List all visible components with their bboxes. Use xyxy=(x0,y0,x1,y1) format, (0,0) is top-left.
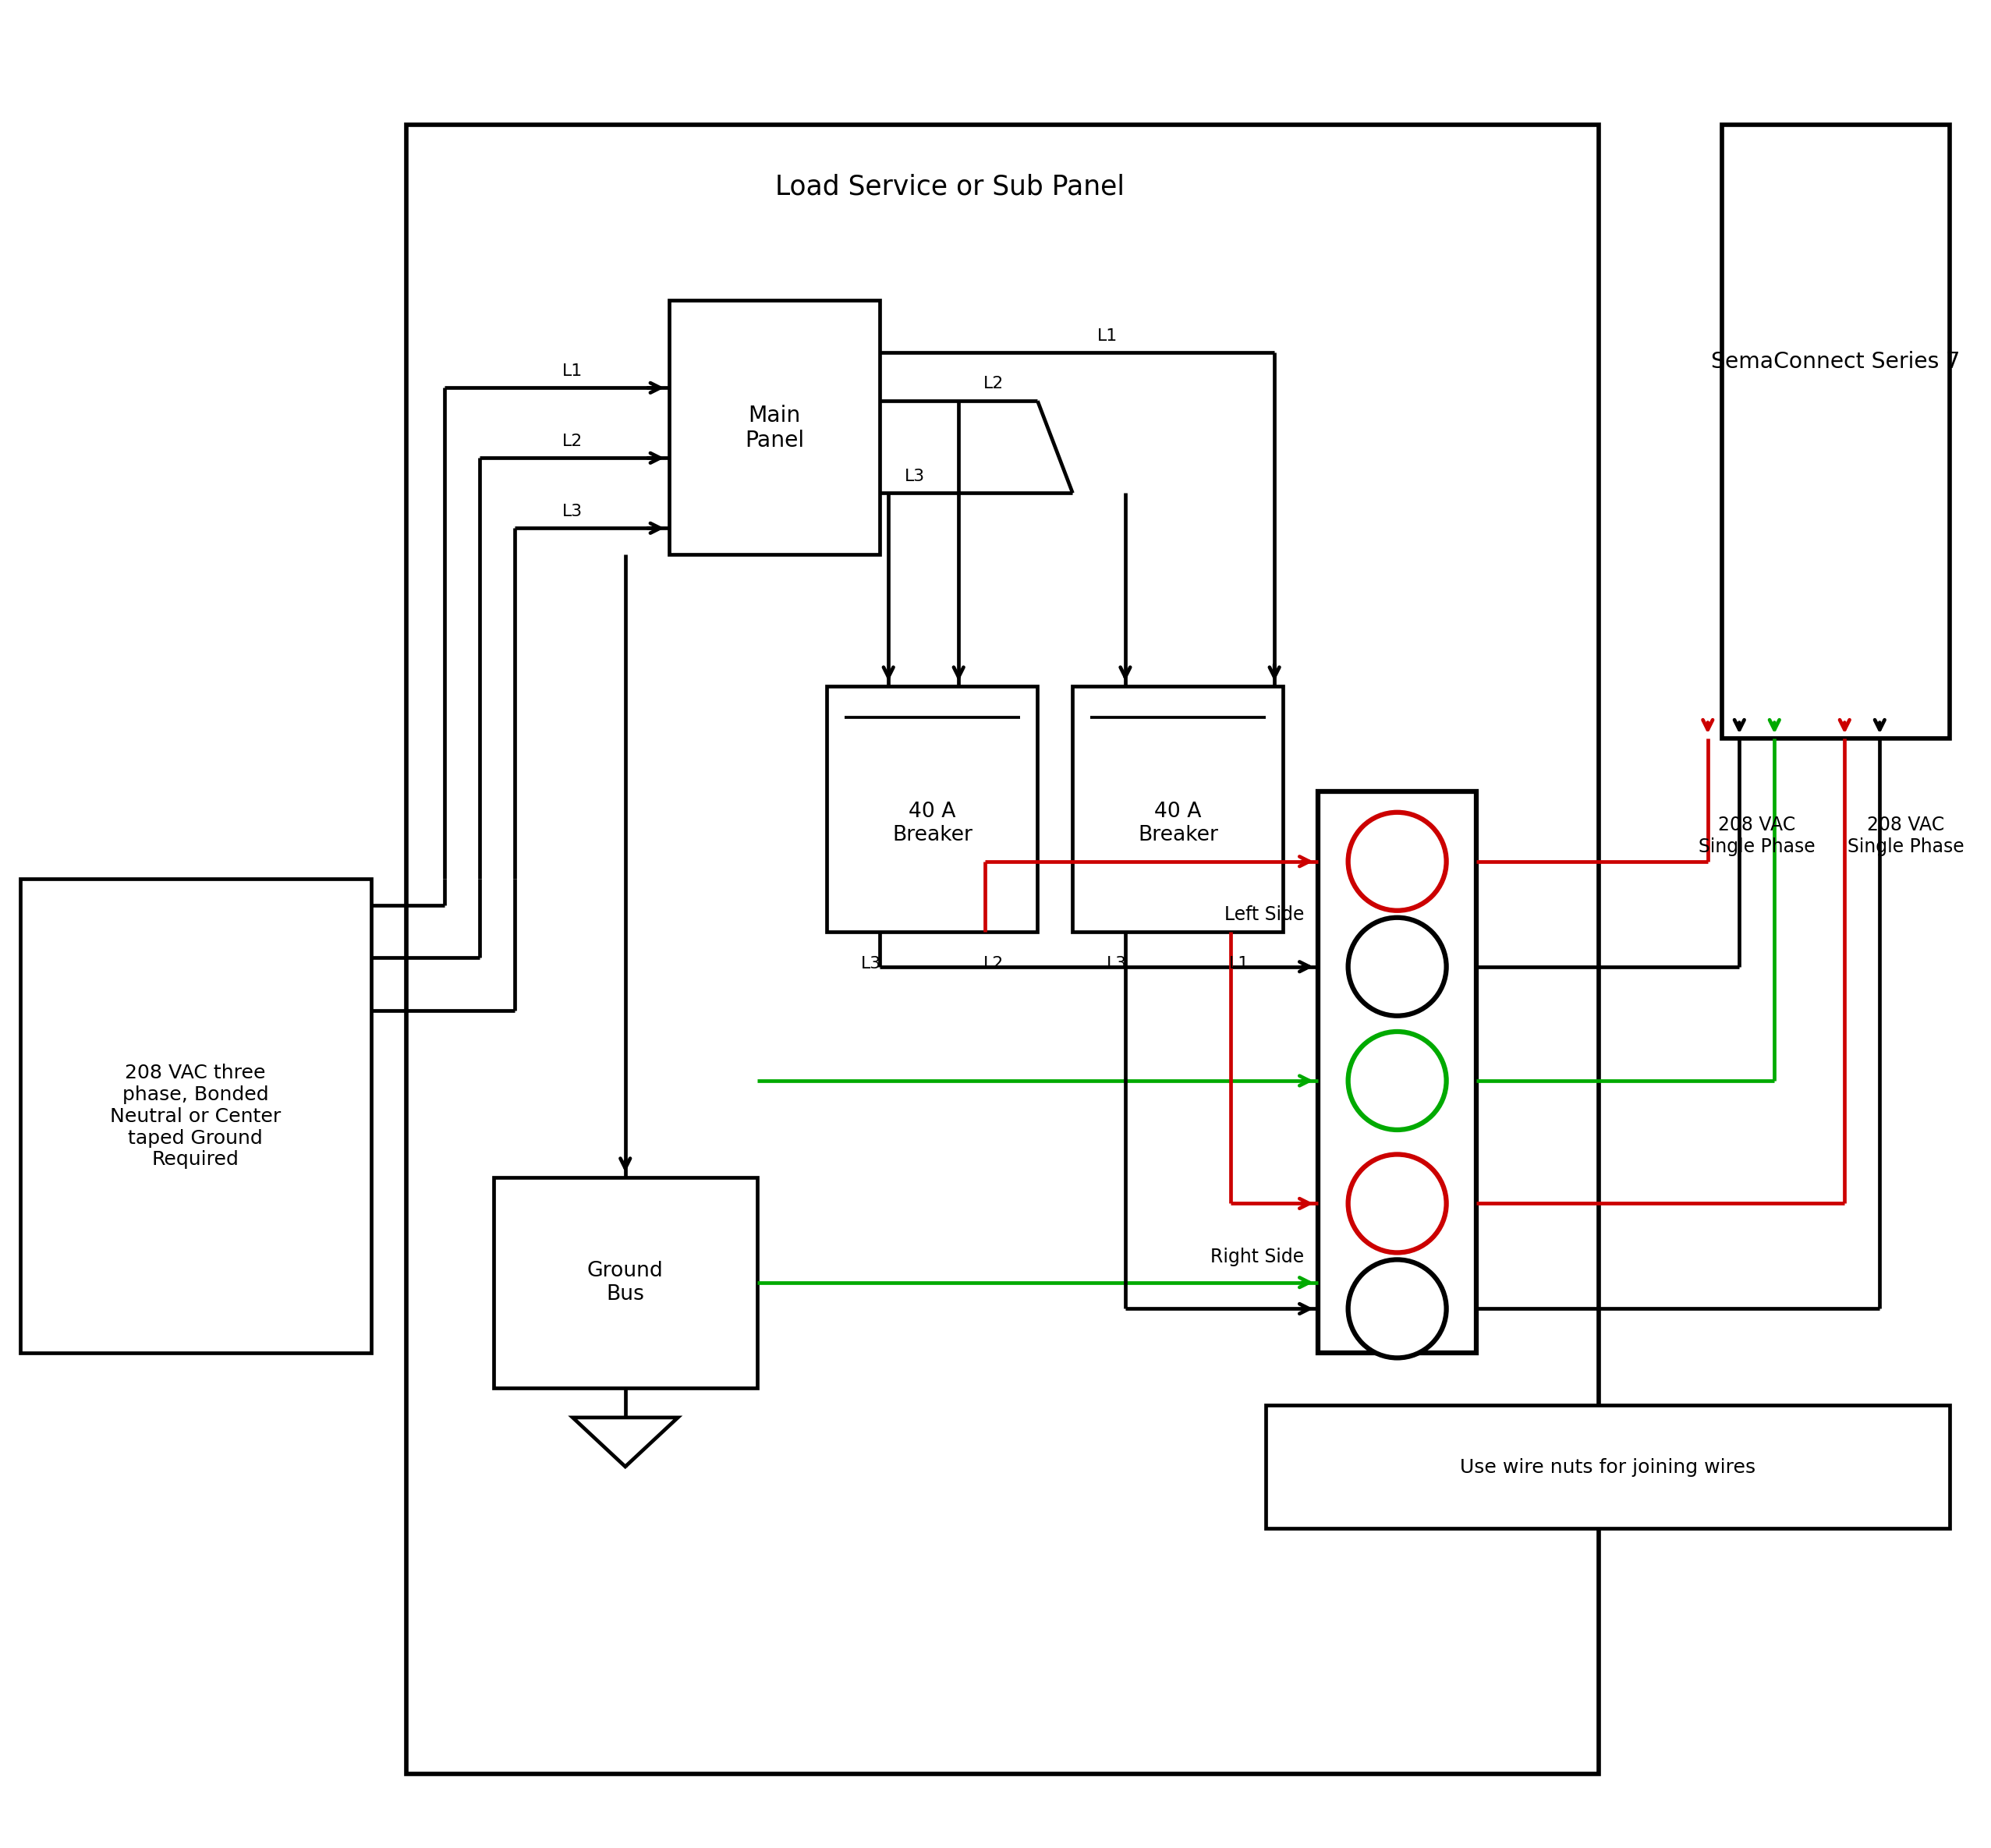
Circle shape xyxy=(1348,1031,1445,1129)
Polygon shape xyxy=(573,1417,677,1467)
Text: Right Side: Right Side xyxy=(1211,1247,1304,1266)
Text: Use wire nuts for joining wires: Use wire nuts for joining wires xyxy=(1459,1458,1754,1477)
Text: L1: L1 xyxy=(1097,327,1117,344)
FancyBboxPatch shape xyxy=(1073,686,1282,931)
Text: L3: L3 xyxy=(904,468,924,484)
Text: Main
Panel: Main Panel xyxy=(745,405,804,451)
FancyBboxPatch shape xyxy=(1318,791,1475,1353)
FancyBboxPatch shape xyxy=(1722,126,1949,739)
Text: L3: L3 xyxy=(860,955,880,972)
Text: Left Side: Left Side xyxy=(1224,906,1304,924)
FancyBboxPatch shape xyxy=(20,880,370,1353)
Text: L1: L1 xyxy=(561,362,583,379)
Text: L2: L2 xyxy=(984,955,1003,972)
Circle shape xyxy=(1348,1155,1445,1253)
Text: SemaConnect Series 7: SemaConnect Series 7 xyxy=(1710,351,1959,373)
Text: L3: L3 xyxy=(561,503,583,519)
Text: L3: L3 xyxy=(1105,955,1127,972)
Text: 208 VAC
Single Phase: 208 VAC Single Phase xyxy=(1848,815,1963,856)
Circle shape xyxy=(1348,1260,1445,1358)
FancyBboxPatch shape xyxy=(826,686,1037,931)
Text: 40 A
Breaker: 40 A Breaker xyxy=(892,802,972,845)
FancyBboxPatch shape xyxy=(406,126,1599,1774)
Text: L2: L2 xyxy=(561,432,583,449)
Circle shape xyxy=(1348,813,1445,911)
Text: Ground
Bus: Ground Bus xyxy=(587,1260,663,1305)
Text: 208 VAC three
phase, Bonded
Neutral or Center
taped Ground
Required: 208 VAC three phase, Bonded Neutral or C… xyxy=(110,1063,281,1168)
FancyBboxPatch shape xyxy=(1264,1404,1949,1528)
Text: 40 A
Breaker: 40 A Breaker xyxy=(1137,802,1218,845)
Circle shape xyxy=(1348,918,1445,1016)
Text: L1: L1 xyxy=(1228,955,1248,972)
FancyBboxPatch shape xyxy=(669,301,880,554)
Text: 208 VAC
Single Phase: 208 VAC Single Phase xyxy=(1698,815,1814,856)
Text: L2: L2 xyxy=(984,377,1003,392)
FancyBboxPatch shape xyxy=(494,1177,757,1388)
Text: Load Service or Sub Panel: Load Service or Sub Panel xyxy=(774,174,1125,200)
